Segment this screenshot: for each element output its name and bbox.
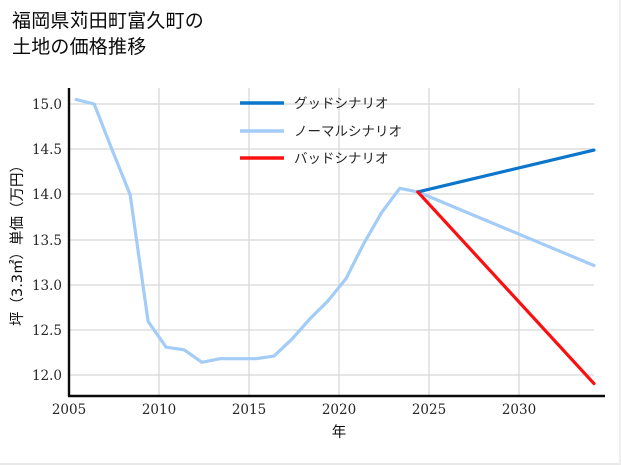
series-line-normal <box>74 97 596 364</box>
x-tick-label: 2025 <box>412 402 446 418</box>
y-tick-label: 14.5 <box>32 142 62 158</box>
y-axis-label: 坪（3.3㎡）単価（万円） <box>9 158 26 326</box>
y-tick-label: 15.0 <box>32 97 62 113</box>
y-axis-ticks: 15.0 14.5 14.0 13.5 13.0 12.5 12.0 <box>32 97 62 384</box>
chart-legend: グッドシナリオ ノーマルシナリオ バッドシナリオ <box>240 96 402 167</box>
x-tick-label: 2010 <box>142 402 176 418</box>
y-tick-label: 12.5 <box>32 323 62 339</box>
series-line-bad <box>416 190 596 386</box>
x-tick-label: 2005 <box>52 402 86 418</box>
y-tick-label: 14.0 <box>32 187 62 203</box>
x-tick-label: 2015 <box>232 402 266 418</box>
y-tick-label: 13.5 <box>32 233 62 249</box>
y-tick-label: 12.0 <box>32 368 62 384</box>
legend-label-good: グッドシナリオ <box>294 96 389 112</box>
x-tick-label: 2020 <box>322 402 356 418</box>
x-axis-label: 年 <box>332 424 347 441</box>
series-line-good <box>416 148 596 194</box>
x-tick-label: 2030 <box>502 402 536 418</box>
legend-label-normal: ノーマルシナリオ <box>294 124 402 140</box>
page-title: 福岡県苅田町富久町の 土地の価格推移 <box>12 10 205 58</box>
y-tick-label: 13.0 <box>32 278 62 294</box>
axis-spines <box>67 88 605 398</box>
legend-label-bad: バッドシナリオ <box>294 151 389 167</box>
x-axis-ticks: 2005 2010 2015 2020 2025 2030 <box>52 402 536 418</box>
